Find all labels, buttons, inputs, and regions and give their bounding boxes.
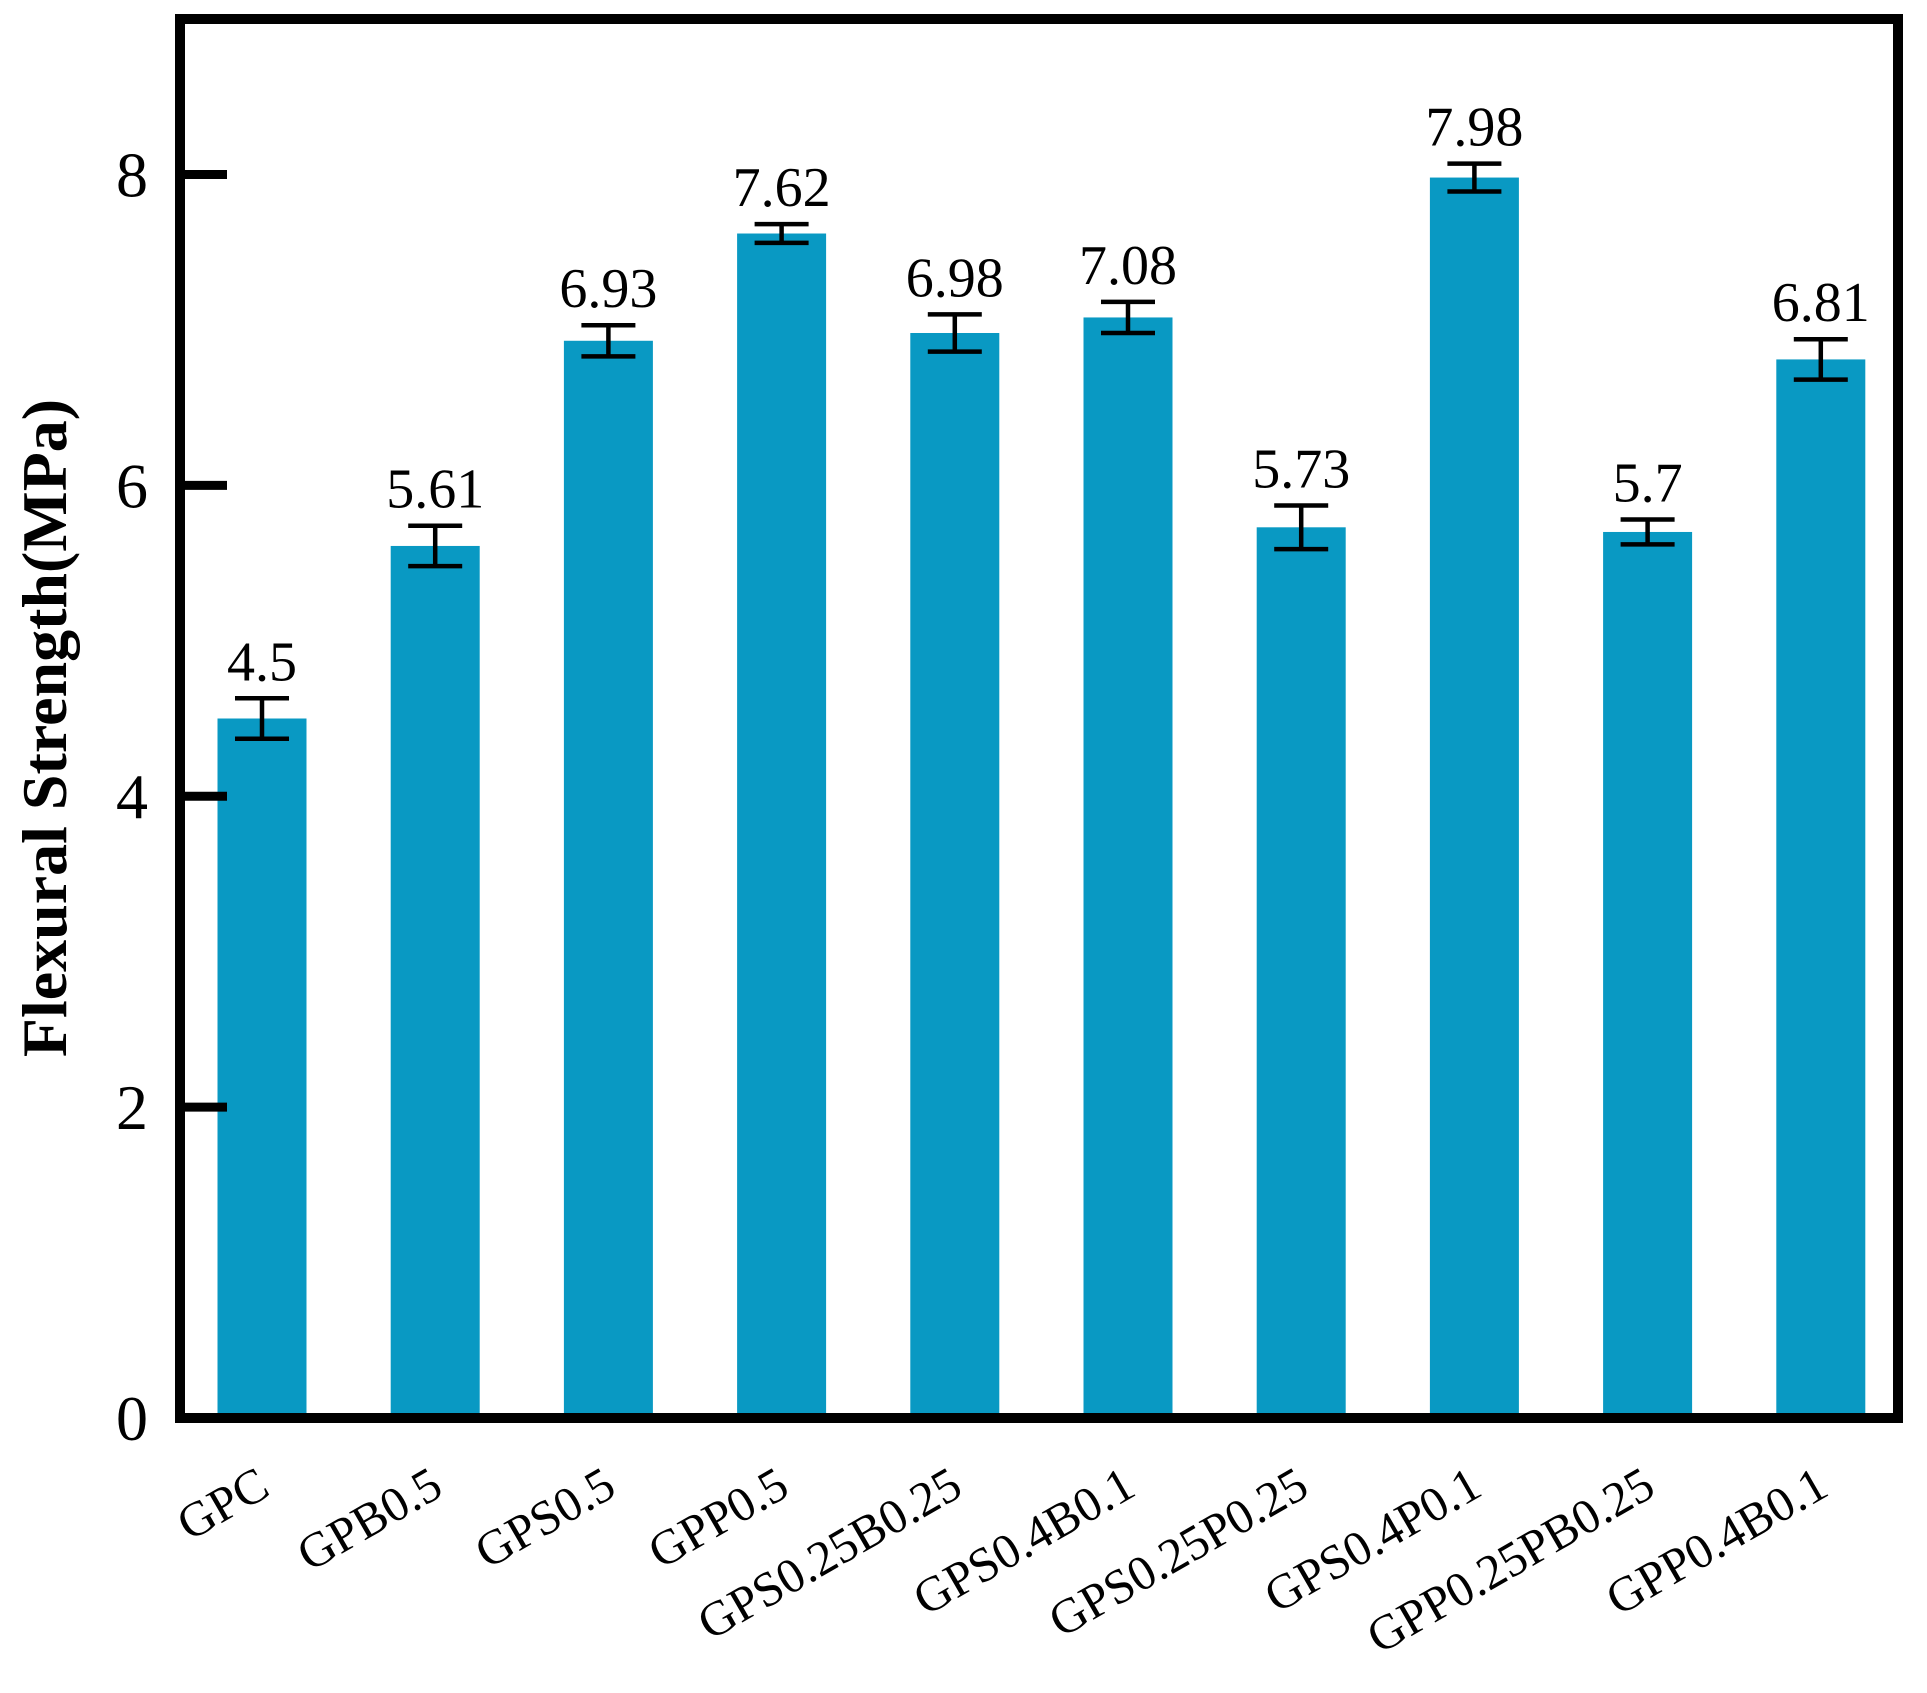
error-bar [1793, 336, 1848, 382]
bar-value-label: 5.73 [1252, 439, 1350, 501]
y-tick-label: 4 [116, 761, 148, 832]
bar [737, 233, 827, 1419]
bar [217, 718, 307, 1418]
error-bar [1101, 299, 1155, 336]
y-tick-label: 8 [116, 139, 148, 210]
bar-value-label: 7.98 [1425, 97, 1523, 159]
y-axis-title: Flexural Strength(MPa) [9, 399, 80, 1057]
bar-value-label: 7.08 [1079, 235, 1177, 297]
bar [390, 545, 480, 1418]
x-category-label: GPP0.25PB0.25 [1357, 1456, 1663, 1664]
error-bar [408, 523, 463, 569]
error-bar [754, 221, 809, 246]
y-tick-label: 6 [116, 450, 148, 521]
error-bar [1620, 517, 1675, 547]
bar-value-label: 7.62 [733, 157, 831, 219]
bar-value-label: 6.98 [906, 247, 1004, 309]
y-tick-label: 0 [116, 1383, 148, 1454]
bar [563, 340, 653, 1418]
x-category-label: GPB0.5 [288, 1456, 451, 1582]
bar-value-label: 6.81 [1772, 272, 1870, 334]
bar-value-label: 5.61 [386, 459, 484, 521]
x-category-label: GPS0.5 [466, 1456, 624, 1579]
error-bar [235, 696, 289, 741]
axis-frame [175, 14, 1903, 1423]
bar [910, 332, 1000, 1418]
bar-value-label: 5.7 [1613, 453, 1683, 515]
x-category-label: GPC [167, 1456, 277, 1551]
bar [1603, 531, 1693, 1418]
bar [1083, 317, 1173, 1418]
bar [1256, 527, 1346, 1418]
bar [1429, 177, 1519, 1418]
error-bar [581, 322, 636, 359]
error-bar [927, 312, 982, 354]
bar [1776, 359, 1866, 1418]
error-bar [1274, 503, 1329, 552]
error-bar [1447, 161, 1502, 194]
y-tick-label: 2 [116, 1072, 148, 1143]
bar-value-label: 6.93 [559, 258, 657, 320]
bar-value-label: 4.5 [227, 631, 297, 693]
